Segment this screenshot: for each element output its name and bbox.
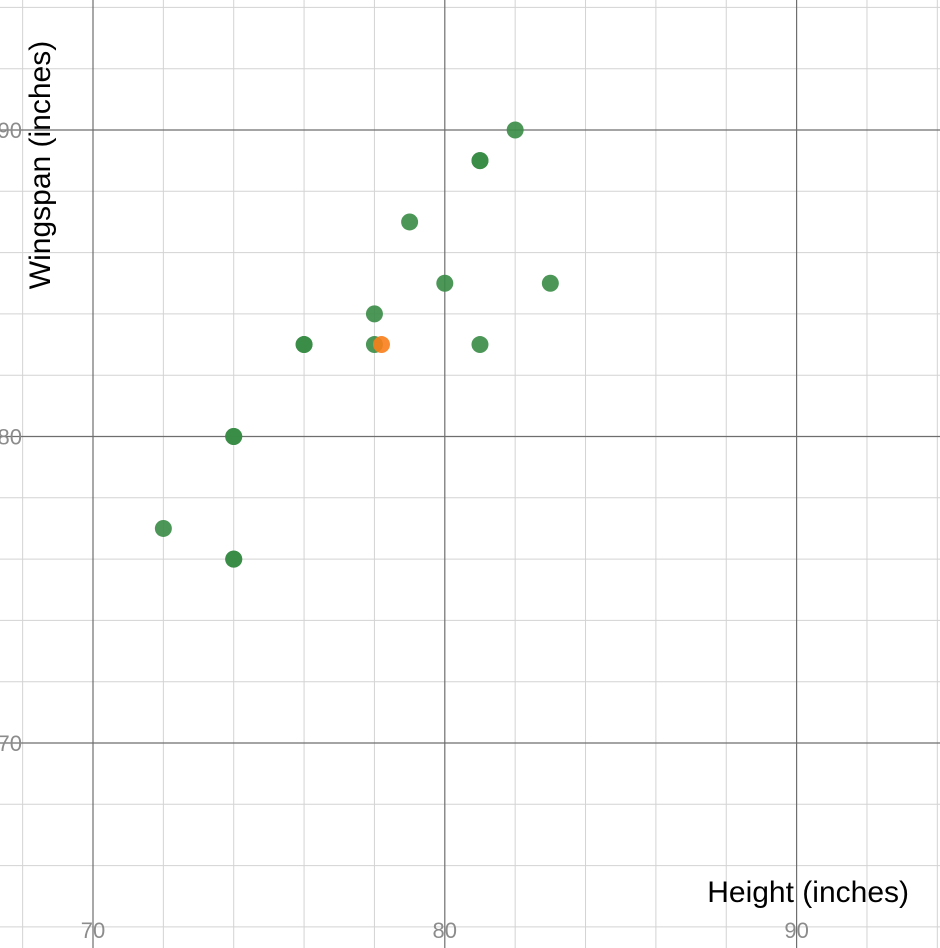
data-point [365,305,383,323]
x-tick-label: 70 [81,918,105,943]
y-tick-label: 70 [0,731,22,756]
x-tick-label: 90 [784,918,808,943]
data-point [154,519,172,537]
data-point [471,336,489,354]
data-point [436,274,454,292]
x-tick-label: 80 [433,918,457,943]
y-axis-title: Wingspan (inches) [24,41,57,289]
x-axis-title: Height (inches) [707,876,909,909]
data-point [471,152,489,170]
data-points [154,121,559,568]
y-tick-label: 80 [0,425,22,450]
y-tick-label: 90 [0,118,22,143]
data-point [225,550,243,568]
data-point [295,336,313,354]
data-point [401,213,419,231]
data-point [225,428,243,445]
highlighted-data-point [372,336,390,354]
data-point [541,274,559,292]
data-point [506,121,524,139]
tick-labels: 70 80 90 70 80 90 [0,118,809,943]
